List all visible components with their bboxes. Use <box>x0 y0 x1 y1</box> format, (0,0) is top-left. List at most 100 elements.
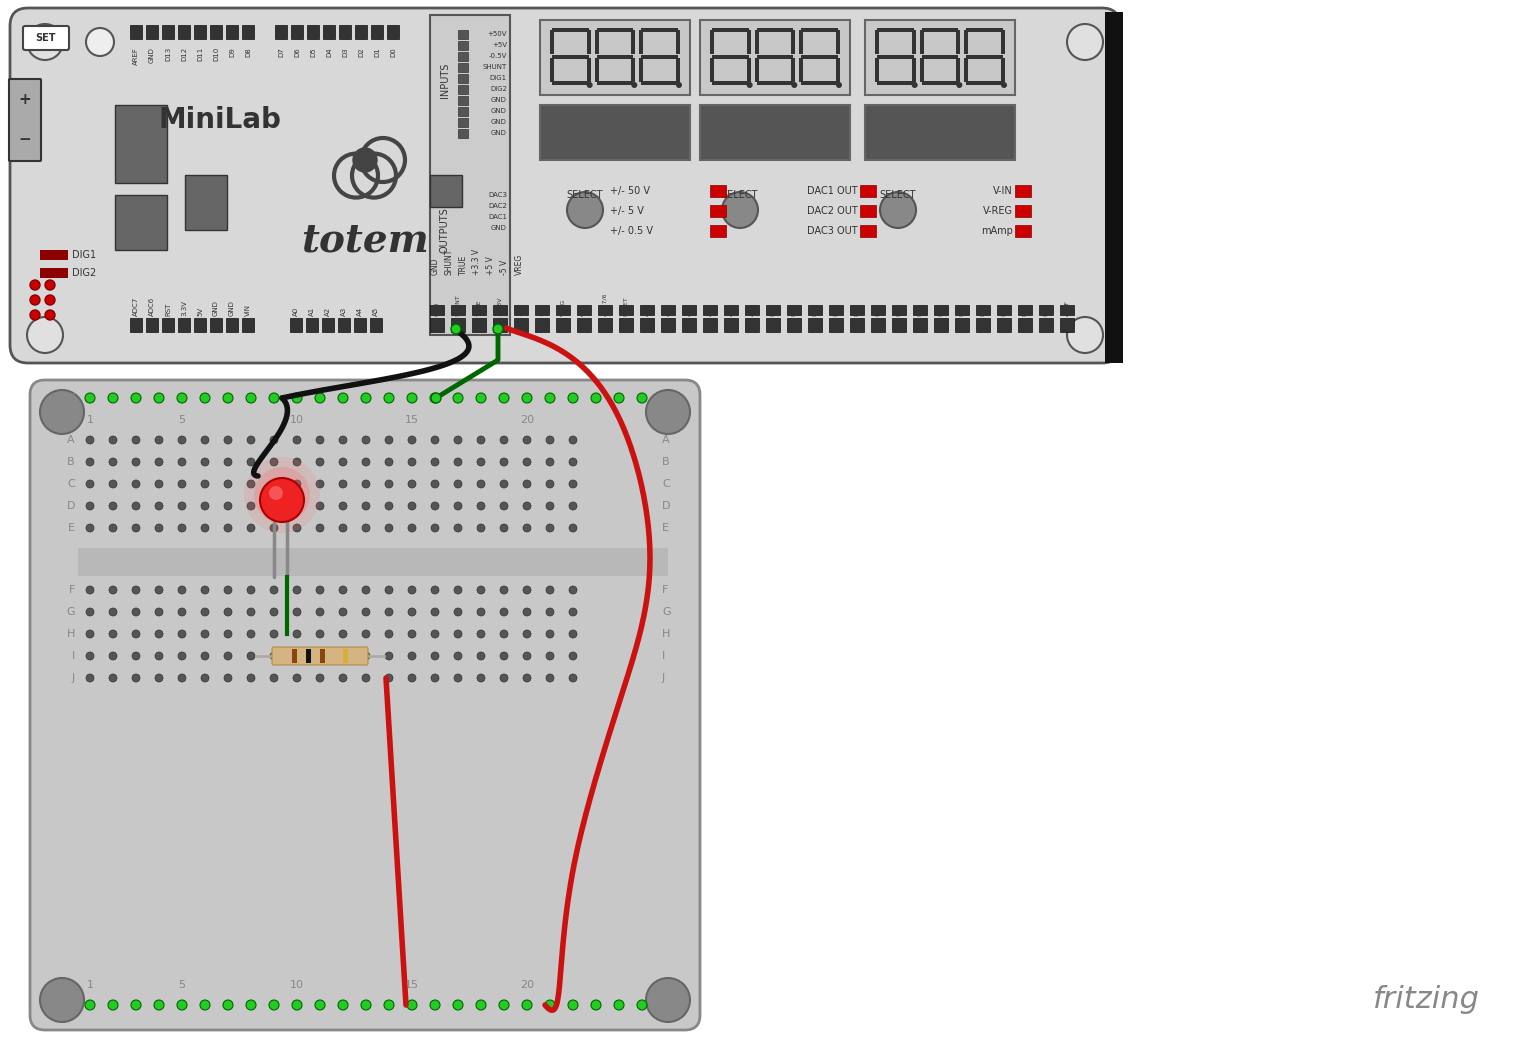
Text: D0: D0 <box>771 307 776 316</box>
Circle shape <box>340 502 347 510</box>
Circle shape <box>269 630 278 638</box>
Circle shape <box>155 630 164 638</box>
Text: ADC7/6: ADC7/6 <box>603 292 607 316</box>
Circle shape <box>363 480 370 488</box>
Circle shape <box>569 436 577 444</box>
Bar <box>875 31 880 54</box>
Bar <box>964 31 968 54</box>
Text: X: X <box>662 391 670 405</box>
Circle shape <box>265 477 300 513</box>
Circle shape <box>109 674 116 682</box>
Text: A3: A3 <box>341 307 347 316</box>
Circle shape <box>109 630 116 638</box>
Circle shape <box>223 480 233 488</box>
Text: D11: D11 <box>1002 303 1007 316</box>
Text: J: J <box>662 673 666 683</box>
Bar <box>851 305 864 315</box>
Bar <box>710 225 727 237</box>
Text: GND: GND <box>491 97 506 103</box>
Circle shape <box>340 586 347 594</box>
Circle shape <box>722 193 757 228</box>
Circle shape <box>177 524 187 532</box>
Circle shape <box>246 586 256 594</box>
Bar <box>555 305 571 315</box>
Bar <box>598 318 612 332</box>
Circle shape <box>86 586 93 594</box>
Bar <box>702 305 718 315</box>
Bar <box>321 318 334 332</box>
Bar <box>275 25 288 39</box>
Bar <box>702 318 718 332</box>
Text: D0: D0 <box>390 47 396 57</box>
Text: SHUNT: SHUNT <box>456 295 461 316</box>
Bar <box>430 318 444 332</box>
Bar <box>457 85 468 94</box>
Bar <box>851 318 864 332</box>
Circle shape <box>177 608 187 616</box>
Circle shape <box>499 393 509 403</box>
Circle shape <box>454 652 462 660</box>
Circle shape <box>200 630 210 638</box>
Circle shape <box>223 393 233 403</box>
Text: 20: 20 <box>520 980 534 990</box>
Circle shape <box>568 393 578 403</box>
Bar <box>871 305 884 315</box>
Bar <box>343 649 347 663</box>
Circle shape <box>569 524 577 532</box>
Bar <box>1017 305 1033 315</box>
Circle shape <box>676 82 682 88</box>
Circle shape <box>363 436 370 444</box>
Circle shape <box>200 524 210 532</box>
Circle shape <box>1001 82 1007 88</box>
Circle shape <box>386 652 393 660</box>
Circle shape <box>132 652 141 660</box>
Circle shape <box>500 608 508 616</box>
Bar <box>471 305 487 315</box>
Circle shape <box>177 436 187 444</box>
Circle shape <box>155 674 164 682</box>
Circle shape <box>880 193 916 228</box>
Bar <box>457 41 468 50</box>
Circle shape <box>86 1000 95 1010</box>
Circle shape <box>269 608 278 616</box>
Circle shape <box>86 458 93 466</box>
Bar <box>799 58 803 82</box>
Circle shape <box>407 1000 418 1010</box>
Circle shape <box>546 480 554 488</box>
Circle shape <box>294 524 301 532</box>
Circle shape <box>269 586 278 594</box>
Text: A: A <box>662 434 670 445</box>
Circle shape <box>409 458 416 466</box>
Circle shape <box>177 630 187 638</box>
Text: D6: D6 <box>897 307 901 316</box>
Circle shape <box>246 674 256 682</box>
Circle shape <box>246 608 256 616</box>
Text: DIG2: DIG2 <box>490 86 506 92</box>
Circle shape <box>500 630 508 638</box>
Circle shape <box>386 630 393 638</box>
Text: GND: GND <box>491 130 506 136</box>
Text: +5V: +5V <box>519 303 523 316</box>
Text: 10: 10 <box>291 414 304 425</box>
Circle shape <box>614 393 624 403</box>
Circle shape <box>353 148 376 171</box>
Circle shape <box>522 393 532 403</box>
Circle shape <box>646 978 690 1021</box>
Text: D3: D3 <box>343 47 347 57</box>
Circle shape <box>315 393 324 403</box>
Bar <box>860 225 877 237</box>
Circle shape <box>363 524 370 532</box>
Circle shape <box>132 524 141 532</box>
Bar <box>130 25 142 39</box>
Bar <box>877 55 913 59</box>
Text: E: E <box>662 523 669 533</box>
Circle shape <box>292 393 301 403</box>
Circle shape <box>386 480 393 488</box>
Circle shape <box>523 458 531 466</box>
Circle shape <box>155 458 164 466</box>
Bar <box>757 81 794 85</box>
Circle shape <box>340 630 347 638</box>
Circle shape <box>546 586 554 594</box>
Circle shape <box>912 82 918 88</box>
Bar <box>620 318 633 332</box>
